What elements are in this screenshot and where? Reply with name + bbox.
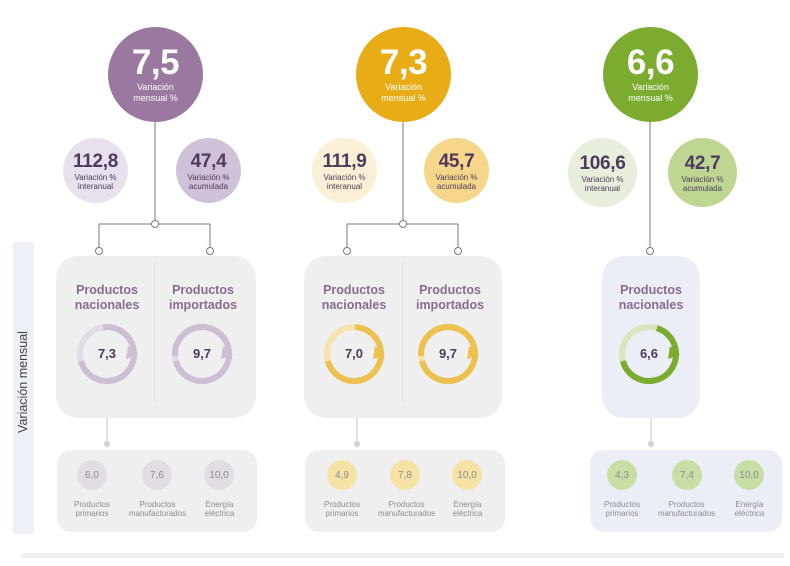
breakdown-circle-manufacturados-1: 7,6 — [142, 460, 172, 490]
interanual-circle-2: 111,9 Variación % interanual — [312, 138, 377, 203]
product-title-nacionales-2: Productos nacionales — [321, 283, 387, 312]
interanual-circle-3: 106,6 Variación % interanual — [568, 138, 637, 207]
products-divider-1 — [154, 262, 155, 402]
main-variation-value: 7,3 — [379, 43, 428, 82]
breakdown-value: 10,0 — [457, 469, 477, 481]
breakdown-value: 7,8 — [398, 469, 412, 481]
ring-value-nacionales-1: 7,3 — [97, 346, 117, 361]
acumulada-value: 42,7 — [684, 152, 721, 174]
main-variation-label: Variación mensual % — [628, 82, 673, 103]
main-variation-circle-2: 7,3 Variación mensual % — [356, 27, 451, 122]
main-variation-label: Variación mensual % — [381, 82, 426, 103]
breakdown-circle-energia-3: 10,0 — [734, 460, 764, 490]
acumulada-value: 45,7 — [438, 150, 475, 172]
breakdown-label-manufacturados-3: Productos manufacturados — [657, 500, 716, 518]
breakdown-circle-energia-1: 10,0 — [204, 460, 234, 490]
interanual-value: 106,6 — [579, 152, 626, 174]
breakdown-value: 10,0 — [209, 469, 229, 481]
ring-fill — [172, 324, 232, 384]
breakdown-value: 10,0 — [739, 469, 759, 481]
ring-importados-1 — [172, 324, 233, 384]
ring-value-nacionales-2: 7,0 — [344, 346, 364, 361]
ring-value-importados-1: 9,7 — [192, 346, 212, 361]
products-box-3 — [602, 256, 700, 418]
acumulada-label: Variación % acumulada — [681, 174, 724, 193]
breakdown-value: 7,6 — [150, 469, 164, 481]
breakdown-value: 4,9 — [335, 469, 349, 481]
breakdown-circle-primarios-2: 4,9 — [327, 460, 357, 490]
ring-value-importados-2: 9,7 — [438, 346, 458, 361]
interanual-value: 111,9 — [322, 150, 367, 172]
acumulada-circle-3: 42,7 Variación % acumulada — [668, 138, 737, 207]
acumulada-circle-1: 47,4 Variación % acumulada — [176, 138, 241, 203]
acumulada-label: Variación % acumulada — [187, 172, 230, 191]
ring-arrow-icon — [126, 346, 138, 359]
ring-value-nacionales-3: 6,6 — [639, 346, 659, 361]
acumulada-value: 47,4 — [190, 150, 227, 172]
interanual-label: Variación % interanual — [74, 172, 117, 191]
main-variation-value: 7,5 — [131, 43, 180, 82]
breakdown-label-primarios-1: Productos primarios — [73, 500, 111, 518]
breakdown-label-primarios-2: Productos primarios — [323, 500, 361, 518]
product-title-importados-1: Productos importados — [168, 283, 238, 312]
bottom-divider — [22, 553, 784, 558]
ring-nacionales-2 — [324, 324, 385, 384]
breakdown-label-primarios-3: Productos primarios — [603, 500, 641, 518]
interanual-label: Variación % interanual — [581, 174, 624, 193]
main-variation-circle-3: 6,6 Variación mensual % — [603, 27, 698, 122]
product-title-importados-2: Productos importados — [415, 283, 485, 312]
ring-fill — [324, 324, 384, 384]
ring-fill — [619, 324, 679, 384]
ring-importados-2 — [418, 324, 479, 384]
acumulada-circle-2: 45,7 Variación % acumulada — [424, 138, 489, 203]
interanual-label: Variación % interanual — [323, 172, 366, 191]
breakdown-circle-manufacturados-2: 7,8 — [390, 460, 420, 490]
main-variation-label: Variación mensual % — [133, 82, 178, 103]
main-variation-value: 6,6 — [626, 43, 675, 82]
ring-fill — [77, 324, 137, 384]
ring-arrow-icon — [221, 346, 233, 359]
ring-nacionales-3 — [619, 324, 680, 384]
side-label-bar — [13, 242, 34, 534]
interanual-value: 112,8 — [73, 150, 118, 172]
breakdown-circle-primarios-3: 4,3 — [607, 460, 637, 490]
ring-arrow-icon — [467, 346, 479, 359]
breakdown-value: 4,3 — [615, 469, 629, 481]
ring-nacionales-1 — [77, 324, 138, 384]
interanual-circle-1: 112,8 Variación % interanual — [63, 138, 128, 203]
product-title-nacionales-3: Productos nacionales — [618, 283, 684, 312]
product-title-nacionales-1: Productos nacionales — [74, 283, 140, 312]
products-divider-2 — [402, 262, 403, 402]
breakdown-label-energia-1: Energía eléctrica — [204, 500, 235, 518]
breakdown-circle-primarios-1: 6,0 — [77, 460, 107, 490]
main-variation-circle-1: 7,5 Variación mensual % — [108, 27, 203, 122]
breakdown-circle-manufacturados-3: 7,4 — [672, 460, 702, 490]
acumulada-label: Variación % acumulada — [435, 172, 478, 191]
ring-arrow-icon — [373, 346, 385, 359]
breakdown-label-energia-2: Energía eléctrica — [452, 500, 483, 518]
breakdown-label-energia-3: Energía eléctrica — [734, 500, 765, 518]
ring-arrow-icon — [668, 346, 680, 359]
breakdown-value: 7,4 — [680, 469, 694, 481]
ring-fill — [418, 324, 478, 384]
breakdown-label-manufacturados-2: Productos manufacturados — [377, 500, 436, 518]
breakdown-circle-energia-2: 10,0 — [452, 460, 482, 490]
breakdown-value: 6,0 — [85, 469, 99, 481]
breakdown-label-manufacturados-1: Productos manufacturados — [128, 500, 187, 518]
